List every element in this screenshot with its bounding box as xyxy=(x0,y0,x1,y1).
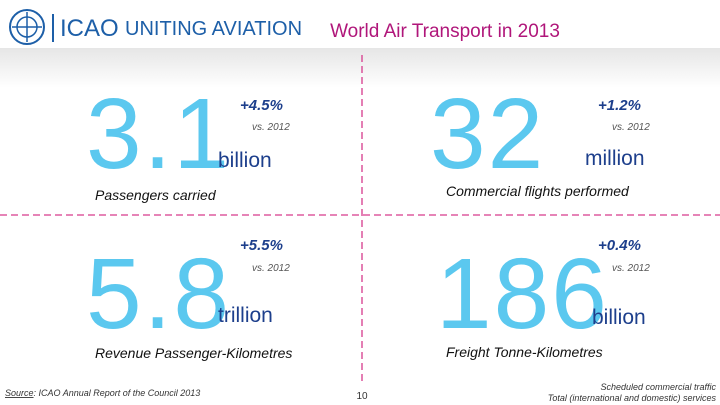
stat-comparison: vs. 2012 xyxy=(252,122,290,133)
header-shade xyxy=(0,48,720,88)
source-text: : ICAO Annual Report of the Council 2013 xyxy=(34,388,201,398)
stat-label: Passengers carried xyxy=(95,187,217,203)
note: Scheduled commercial traffic xyxy=(600,382,716,392)
stat-change: +5.5% xyxy=(240,237,283,254)
stat-label: Freight Tonne-Kilometres xyxy=(446,344,603,360)
stat-unit: billion xyxy=(218,149,272,172)
stat-unit: million xyxy=(585,147,645,170)
stat-comparison: vs. 2012 xyxy=(612,122,650,133)
source: Source: ICAO Annual Report of the Counci… xyxy=(5,388,200,398)
stat-value: 32 xyxy=(430,78,545,190)
tagline: UNITING AVIATION xyxy=(125,18,302,40)
stat-unit: trillion xyxy=(218,304,273,327)
stat-unit: billion xyxy=(592,306,646,329)
stat-value: 186 xyxy=(436,238,609,350)
title: World Air Transport in 2013 xyxy=(330,21,560,42)
logo-text: ICAO xyxy=(60,15,119,42)
page-number: 10 xyxy=(356,391,368,402)
stat-label: Commercial flights performed xyxy=(446,183,630,199)
stat-label: Revenue Passenger-Kilometres xyxy=(95,345,292,361)
stat-value: 5.8 xyxy=(86,238,231,350)
stat-change: +0.4% xyxy=(598,237,641,254)
stat-comparison: vs. 2012 xyxy=(252,263,290,274)
stat-change: +1.2% xyxy=(598,97,641,114)
source-label: Source xyxy=(5,388,34,398)
logo xyxy=(9,9,54,45)
note: Total (international and domestic) servi… xyxy=(548,393,717,403)
stat-comparison: vs. 2012 xyxy=(612,263,650,274)
stat-change: +4.5% xyxy=(240,97,283,114)
stat-value: 3.1 xyxy=(86,78,231,190)
